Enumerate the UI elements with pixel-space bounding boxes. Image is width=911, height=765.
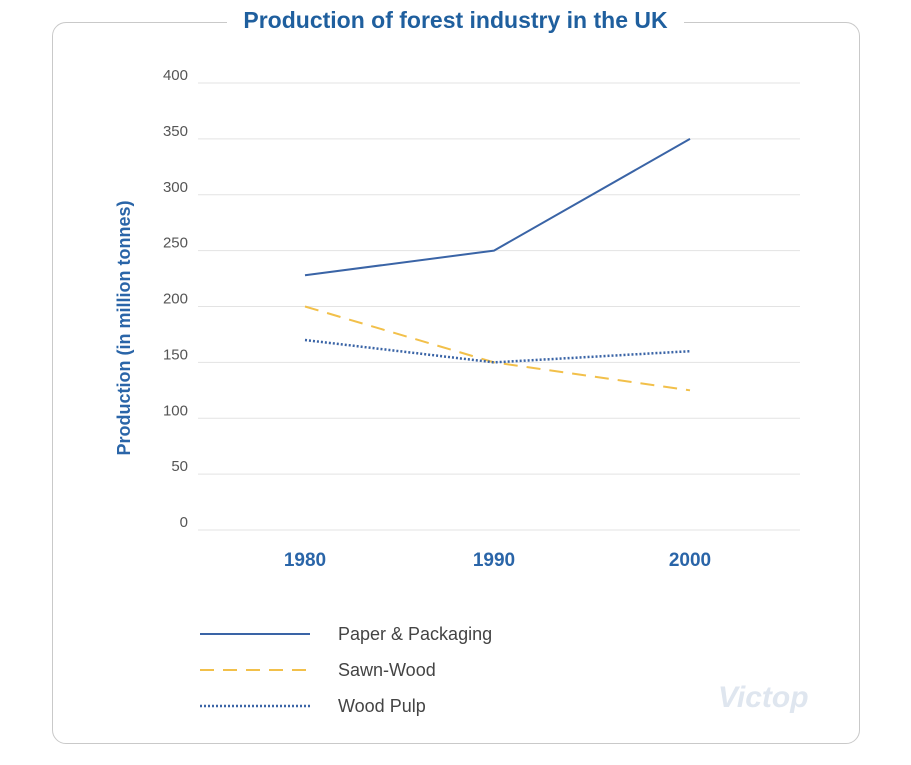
x-tick-label: 1990 xyxy=(473,550,515,571)
legend: Paper & Packaging Sawn-Wood Wood Pulp xyxy=(200,624,492,716)
chart-title: Production of forest industry in the UK xyxy=(227,7,684,33)
legend-label: Wood Pulp xyxy=(338,696,426,716)
series-lines xyxy=(304,138,691,392)
grid-lines xyxy=(198,82,800,531)
y-tick-label: 50 xyxy=(171,458,188,475)
series-line xyxy=(304,305,691,392)
y-tick-label: 150 xyxy=(163,346,188,363)
y-tick-label: 200 xyxy=(163,291,188,308)
y-tick-label: 300 xyxy=(163,179,188,196)
x-tick-labels: 1980 1990 2000 xyxy=(284,550,711,571)
y-tick-label: 100 xyxy=(163,402,188,419)
chart-title-wrap: Production of forest industry in the UK xyxy=(0,4,911,36)
x-tick-label: 1980 xyxy=(284,550,326,571)
legend-label: Sawn-Wood xyxy=(338,660,436,680)
y-tick-label: 350 xyxy=(163,123,188,140)
series-line xyxy=(304,338,691,364)
y-tick-label: 250 xyxy=(163,235,188,252)
watermark-logo: Victop xyxy=(718,681,809,714)
y-axis-label: Production (in million tonnes) xyxy=(114,201,134,456)
legend-label: Paper & Packaging xyxy=(338,624,492,644)
x-tick-label: 2000 xyxy=(669,550,711,571)
series-line xyxy=(304,138,691,277)
y-tick-label: 400 xyxy=(163,67,188,84)
y-tick-labels: 0 50 100 150 200 250 300 350 400 xyxy=(163,67,188,531)
y-tick-label: 0 xyxy=(180,514,188,531)
